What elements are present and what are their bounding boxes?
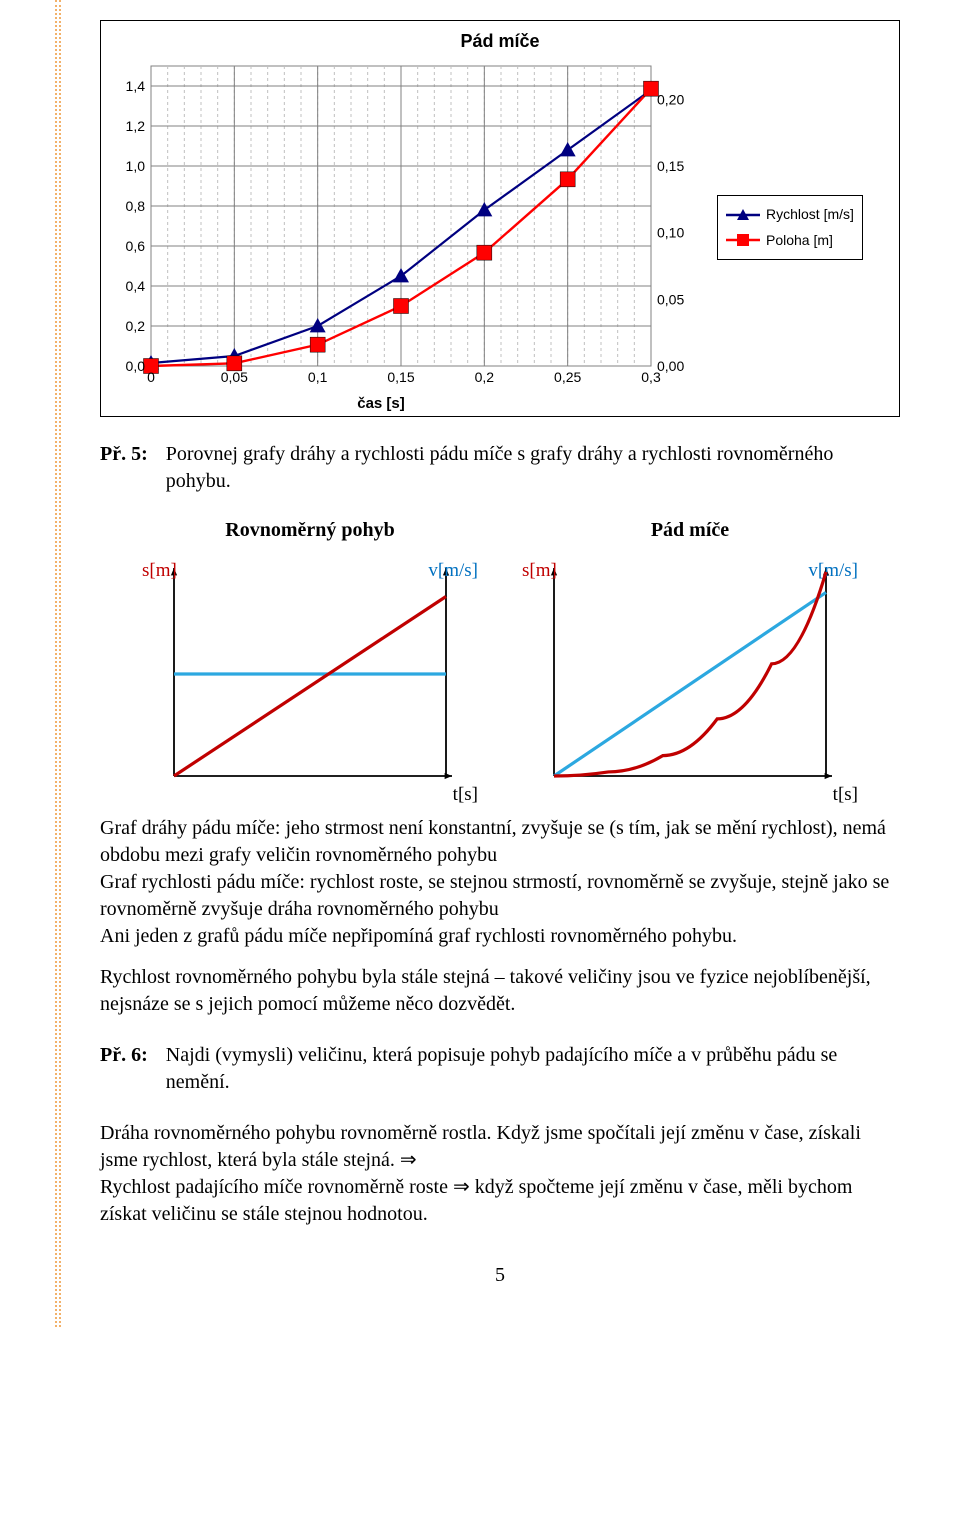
excel-chart-box: Pád míče 0,0 0,2 0,4 0,6 0,8 1,0 1,2 1,4 0,00 0,0… — [100, 20, 900, 417]
exercise-5: Př. 5: Porovnej grafy dráhy a rychlosti … — [100, 441, 900, 495]
paragraph: Graf rychlosti pádu míče: rychlost roste… — [100, 869, 900, 923]
paragraph: Graf dráhy pádu míče: jeho strmost není … — [100, 815, 900, 869]
svg-text:0,2: 0,2 — [475, 369, 495, 385]
exercise-label: Př. 5: — [100, 441, 148, 495]
svg-text:1,0: 1,0 — [126, 158, 146, 174]
svg-text:0,25: 0,25 — [554, 369, 581, 385]
svg-text:1,2: 1,2 — [126, 118, 146, 134]
svg-text:0,20: 0,20 — [657, 91, 684, 107]
svg-text:0,2: 0,2 — [126, 318, 146, 334]
paragraph: Rychlost padajícího míče rovnoměrně rost… — [100, 1174, 900, 1228]
exercise-6: Př. 6: Najdi (vymysli) veličinu, která p… — [100, 1042, 900, 1096]
legend-label: Rychlost [m/s] — [766, 202, 854, 227]
svg-text:t[s]: t[s] — [453, 784, 478, 805]
chart-title: Pád míče — [111, 31, 889, 52]
svg-text:0,4: 0,4 — [126, 278, 146, 294]
svg-text:0,0: 0,0 — [126, 358, 146, 374]
svg-text:v[m/s]: v[m/s] — [428, 560, 478, 581]
page-number: 5 — [100, 1264, 900, 1287]
sketch-title: Rovnoměrný pohyb — [140, 519, 480, 542]
paragraph: Ani jeden z grafů pádu míče nepřipomíná … — [100, 923, 900, 950]
svg-text:0,3: 0,3 — [641, 369, 661, 385]
svg-text:s[m]: s[m] — [522, 560, 557, 581]
legend-item: Rychlost [m/s] — [726, 202, 854, 227]
chart-legend: Rychlost [m/s] Poloha [m] — [717, 195, 863, 259]
svg-text:1,4: 1,4 — [126, 78, 146, 94]
svg-text:0: 0 — [147, 369, 155, 385]
exercise-text: Porovnej grafy dráhy a rychlosti pádu mí… — [166, 441, 900, 495]
svg-text:0,15: 0,15 — [387, 369, 414, 385]
svg-text:0,8: 0,8 — [126, 198, 146, 214]
svg-text:0,05: 0,05 — [221, 369, 248, 385]
paragraph: Rychlost rovnoměrného pohybu byla stále … — [100, 964, 900, 1018]
sketch-right-svg: s[m] v[m/s] t[s] — [520, 546, 860, 806]
svg-text:0,00: 0,00 — [657, 358, 684, 374]
sketch-title: Pád míče — [520, 519, 860, 542]
svg-text:s[m]: s[m] — [142, 560, 177, 581]
exercise-label: Př. 6: — [100, 1042, 148, 1096]
svg-text:v[m/s]: v[m/s] — [808, 560, 858, 581]
svg-text:0,15: 0,15 — [657, 158, 684, 174]
sketch-right: Pád míče s[m] v[m/s] t[s] — [520, 519, 860, 811]
paragraph: Dráha rovnoměrného pohybu rovnoměrně ros… — [100, 1120, 900, 1174]
svg-text:t[s]: t[s] — [833, 784, 858, 805]
legend-label: Poloha [m] — [766, 228, 833, 253]
legend-item: Poloha [m] — [726, 228, 854, 253]
x-axis-label: čas [s] — [111, 395, 651, 412]
svg-text:0,10: 0,10 — [657, 225, 684, 241]
exercise-text: Najdi (vymysli) veličinu, která popisuje… — [166, 1042, 900, 1096]
svg-text:0,1: 0,1 — [308, 369, 328, 385]
excel-chart-plot: 0,00,20,40,60,81,01,21,40,000,050,100,15… — [111, 62, 699, 388]
svg-text:0,6: 0,6 — [126, 238, 146, 254]
svg-text:0,05: 0,05 — [657, 291, 684, 307]
sketch-left-svg: s[m] v[m/s] t[s] — [140, 546, 480, 806]
sketch-left: Rovnoměrný pohyb s[m] v[m/s] t[s] — [140, 519, 480, 811]
